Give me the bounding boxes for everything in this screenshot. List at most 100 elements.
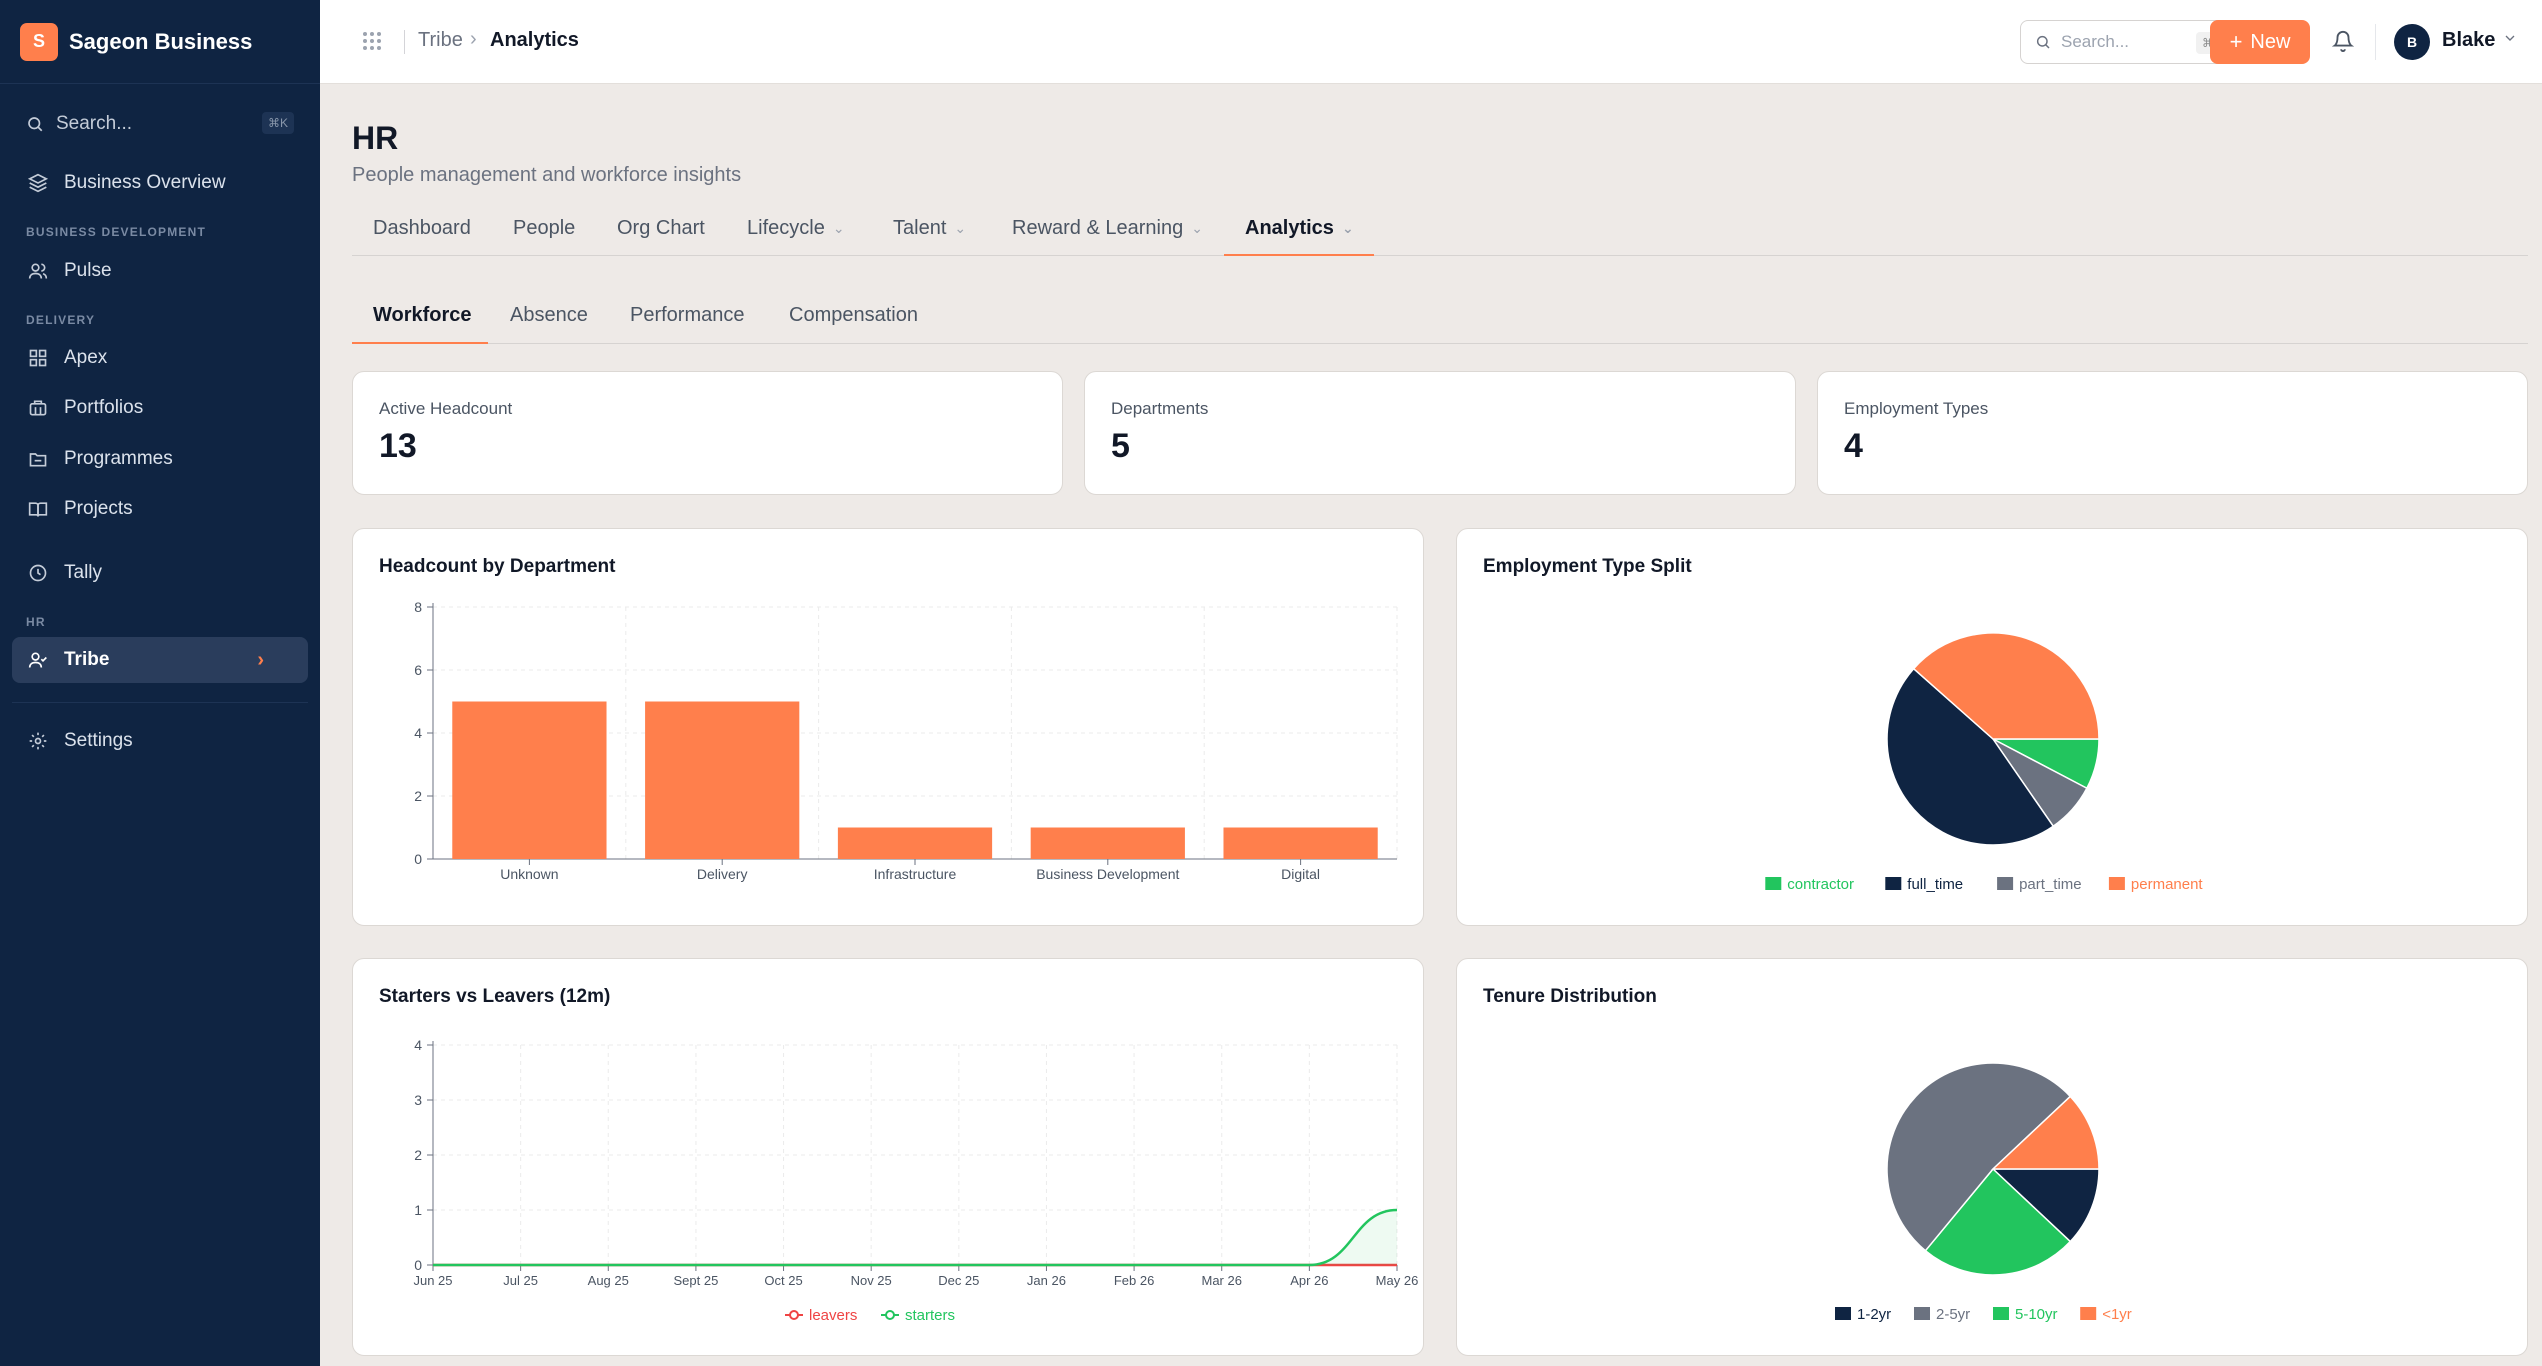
tab-talent[interactable]: Talent ⌄ <box>893 200 966 256</box>
stat-label: Employment Types <box>1844 399 1989 418</box>
tab-reward-learning[interactable]: Reward & Learning ⌄ <box>1012 200 1203 256</box>
subtab-compensation[interactable]: Compensation <box>789 287 918 344</box>
chevron-down-icon: ⌄ <box>1341 219 1354 236</box>
tab-dashboard[interactable]: Dashboard <box>373 200 471 256</box>
breadcrumb-tribe[interactable]: Tribe <box>418 29 463 51</box>
sub-tabs: Workforce Absence Performance Compensati… <box>352 287 2528 344</box>
clock-icon <box>26 561 50 585</box>
subtab-label: Compensation <box>789 304 918 326</box>
starters-leavers-line-chart: Jun 25 Jul 25 Aug 25 Sept 25 Oct 25 Nov 25 Dec… <box>413 1037 1419 1324</box>
sidebar-item-label: Settings <box>64 730 133 751</box>
x-tick-label: Digital <box>1281 866 1320 882</box>
sidebar-search-shortcut: ⌘K <box>262 112 294 134</box>
y-tick-label: 6 <box>414 662 422 678</box>
pie-slice <box>1991 1095 2100 1170</box>
subtab-active-indicator <box>352 342 488 344</box>
sidebar-item-apex[interactable]: Apex <box>12 335 308 381</box>
breadcrumb-divider <box>404 30 405 54</box>
series-line <box>433 1208 1398 1267</box>
subtab-performance[interactable]: Performance <box>630 287 745 344</box>
sidebar-item-label: Projects <box>64 498 133 519</box>
tab-analytics[interactable]: Analytics ⌄ <box>1245 200 1354 256</box>
chevron-down-icon: ⌄ <box>832 219 845 236</box>
sidebar-item-label: Tribe <box>64 649 110 670</box>
tab-label: Dashboard <box>373 216 471 239</box>
tab-org-chart[interactable]: Org Chart <box>617 200 705 256</box>
bar <box>452 701 607 859</box>
sidebar-search[interactable]: Search... ⌘K <box>26 108 294 140</box>
sidebar-item-tally[interactable]: Tally <box>12 550 308 596</box>
x-tick-label: Mar 26 <box>1201 1273 1241 1288</box>
tab-label: Lifecycle <box>747 216 825 239</box>
users-icon <box>26 259 50 283</box>
legend-swatch <box>1765 877 1782 890</box>
y-tick-label: 0 <box>414 1257 422 1273</box>
x-tick-label: Jun 25 <box>413 1273 452 1288</box>
x-tick-label: May 26 <box>1376 1273 1419 1288</box>
chevron-right-icon: › <box>470 28 477 50</box>
y-tick-label: 4 <box>414 1037 422 1053</box>
chevron-down-icon[interactable] <box>2502 30 2518 51</box>
chart-card-tenure: Tenure Distribution 1-2yr 2-5yr 5-10yr <1yr <box>1456 958 2528 1356</box>
new-button[interactable]: + New <box>2210 20 2310 64</box>
x-tick-label: Unknown <box>500 866 558 882</box>
sidebar-item-tribe[interactable]: Tribe › <box>12 637 308 683</box>
legend-label: contractor <box>1787 876 1854 893</box>
tenure-pie-chart: 1-2yr 2-5yr 5-10yr <1yr <box>1835 1062 2132 1323</box>
pie-slice <box>1991 1168 2100 1243</box>
book-icon <box>26 497 50 521</box>
chart-card-employment-type: Employment Type Split contractor full_tim… <box>1456 528 2528 926</box>
brand-logo: S <box>20 22 58 61</box>
legend-swatch <box>2080 1307 2097 1320</box>
x-tick-label: Feb 26 <box>1114 1273 1154 1288</box>
plus-icon: + <box>2229 29 2243 54</box>
brand-name: Sageon Business <box>69 28 253 54</box>
topbar-divider <box>2375 24 2376 60</box>
gear-icon <box>26 729 50 753</box>
sidebar-item-programmes[interactable]: Programmes <box>12 436 308 482</box>
tab-active-indicator <box>1224 254 1374 256</box>
bar <box>1030 827 1185 859</box>
x-tick-label: Infrastructure <box>874 866 957 882</box>
search-icon <box>28 117 43 132</box>
x-tick-label: Sept 25 <box>673 1273 718 1288</box>
legend-label: starters <box>905 1307 955 1324</box>
chart-title: Starters vs Leavers (12m) <box>379 986 611 1007</box>
bar <box>645 701 800 859</box>
avatar[interactable]: B <box>2394 24 2430 60</box>
subtab-absence[interactable]: Absence <box>510 287 588 344</box>
sidebar-item-label: Apex <box>64 347 108 368</box>
series-area <box>433 1210 1397 1265</box>
user-name[interactable]: Blake <box>2442 29 2496 51</box>
sidebar-item-business-overview[interactable]: Business Overview <box>12 160 308 206</box>
sidebar-item-portfolios[interactable]: Portfolios <box>12 385 308 431</box>
sidebar-section-delivery: DELIVERY <box>26 313 96 327</box>
tab-label: People <box>513 216 576 239</box>
legend-label: full_time <box>1907 876 1963 893</box>
subtab-workforce[interactable]: Workforce <box>373 287 472 344</box>
x-tick-label: Apr 26 <box>1290 1273 1328 1288</box>
brand[interactable]: S Sageon Business <box>0 0 320 84</box>
y-tick-label: 2 <box>414 1147 422 1163</box>
sidebar-item-pulse[interactable]: Pulse <box>12 248 308 294</box>
tab-label: Talent <box>893 216 947 239</box>
topbar: Tribe › Analytics Search... ⌘K + New B B… <box>320 0 2542 84</box>
legend-label: permanent <box>2131 876 2204 893</box>
stat-value: 13 <box>379 427 417 465</box>
stat-value: 4 <box>1844 427 1863 465</box>
legend-swatch <box>1997 877 2014 890</box>
subtab-label: Workforce <box>373 304 472 326</box>
apps-grid-icon[interactable] <box>362 31 382 56</box>
x-tick-label: Nov 25 <box>851 1273 892 1288</box>
tab-people[interactable]: People <box>513 200 575 256</box>
tab-lifecycle[interactable]: Lifecycle ⌄ <box>747 200 845 256</box>
y-tick-label: 2 <box>414 788 422 804</box>
sidebar-item-projects[interactable]: Projects <box>12 486 308 532</box>
y-tick-label: 8 <box>414 599 422 615</box>
x-tick-label: Dec 25 <box>938 1273 979 1288</box>
sidebar-item-settings[interactable]: Settings <box>12 718 308 764</box>
bar <box>837 827 993 859</box>
stat-value: 5 <box>1111 427 1130 465</box>
bell-icon[interactable] <box>2331 30 2355 57</box>
x-tick-label: Business Development <box>1036 866 1179 882</box>
